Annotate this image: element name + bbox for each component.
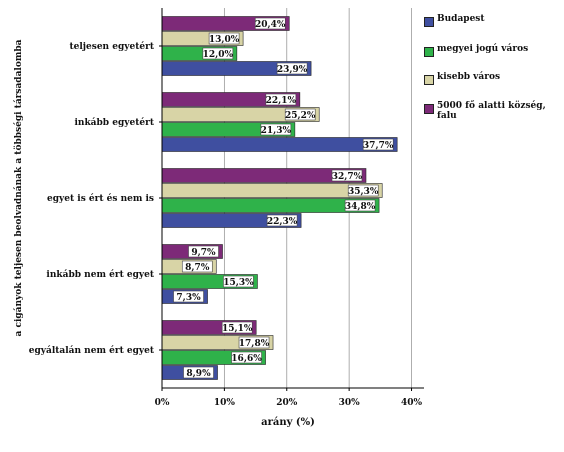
data-label-box — [362, 138, 394, 151]
data-label: 32,7% — [332, 172, 363, 182]
legend-label: Budapest — [437, 14, 485, 24]
data-label-box — [238, 336, 270, 349]
data-label: 23,9% — [277, 65, 308, 75]
data-label: 34,8% — [345, 202, 376, 212]
category-label: inkább nem ért egyet — [46, 269, 154, 280]
data-label-box — [344, 199, 376, 212]
data-label-box — [181, 260, 213, 273]
category-label: egyet is ért és nem is — [47, 193, 154, 204]
data-label-box — [260, 123, 292, 136]
x-tick-label: 10% — [214, 398, 236, 408]
data-label-box — [188, 245, 219, 258]
data-label-box — [173, 290, 204, 303]
bar — [161, 137, 398, 152]
category-label: inkább egyetért — [74, 117, 154, 128]
data-label: 37,7% — [363, 141, 394, 151]
data-label-box — [265, 93, 297, 106]
data-label: 8,7% — [185, 263, 210, 273]
data-label-box — [183, 366, 214, 379]
data-label: 15,3% — [223, 278, 254, 288]
data-label: 25,2% — [285, 111, 316, 121]
legend-label: 5000 fő alatti község, falu — [437, 101, 546, 121]
data-label: 8,9% — [186, 369, 211, 379]
data-label: 20,4% — [255, 20, 286, 30]
category-label: egyáltalán nem ért egyet — [29, 345, 155, 356]
x-tick-label: 30% — [339, 398, 361, 408]
legend-label: kisebb város — [437, 72, 501, 82]
data-label-box — [284, 108, 316, 121]
axes — [159, 8, 424, 391]
data-label: 9,7% — [191, 248, 216, 258]
data-label-box — [208, 32, 240, 45]
data-label: 13,0% — [209, 35, 240, 45]
data-label: 35,3% — [348, 187, 379, 197]
x-tick-label: 20% — [276, 398, 298, 408]
data-label: 22,3% — [267, 217, 298, 227]
data-label-box — [202, 47, 234, 60]
tick-labels: 0% 10% 20% 30% 40% teljesen egyetért inkább eg… — [29, 41, 423, 408]
legend-swatch — [424, 75, 434, 85]
legend-swatch — [424, 47, 434, 57]
data-label-box — [276, 62, 308, 75]
data-label: 17,8% — [239, 339, 270, 349]
x-axis-title: arány (%) — [261, 417, 315, 428]
data-label-box — [266, 214, 298, 227]
data-label-box — [221, 321, 253, 334]
data-label: 15,1% — [222, 324, 253, 334]
data-label-box — [254, 17, 286, 30]
data-label: 7,3% — [176, 293, 201, 303]
data-label: 16,6% — [231, 354, 262, 364]
legend-swatch — [424, 104, 434, 114]
x-tick-label: 40% — [401, 398, 423, 408]
legend-swatch — [424, 17, 434, 27]
category-label: teljesen egyetért — [69, 41, 154, 52]
data-label: 12,0% — [203, 50, 234, 60]
data-label: 21,3% — [261, 126, 292, 136]
data-label-box — [331, 169, 363, 182]
x-tick-label: 0% — [155, 398, 170, 408]
legend-label: megyei jogú város — [437, 44, 529, 54]
data-label-box — [223, 275, 254, 288]
data-label: 22,1% — [266, 96, 297, 106]
bars-group: 20,4% 13,0% 12,0% 23,9% 22,1% 25,2% 21,3% 37,7%… — [161, 16, 398, 380]
data-label-box — [347, 184, 379, 197]
y-axis-title: a cigányok teljesen beolvadnának a többs… — [13, 39, 24, 336]
data-label-box — [231, 351, 262, 364]
